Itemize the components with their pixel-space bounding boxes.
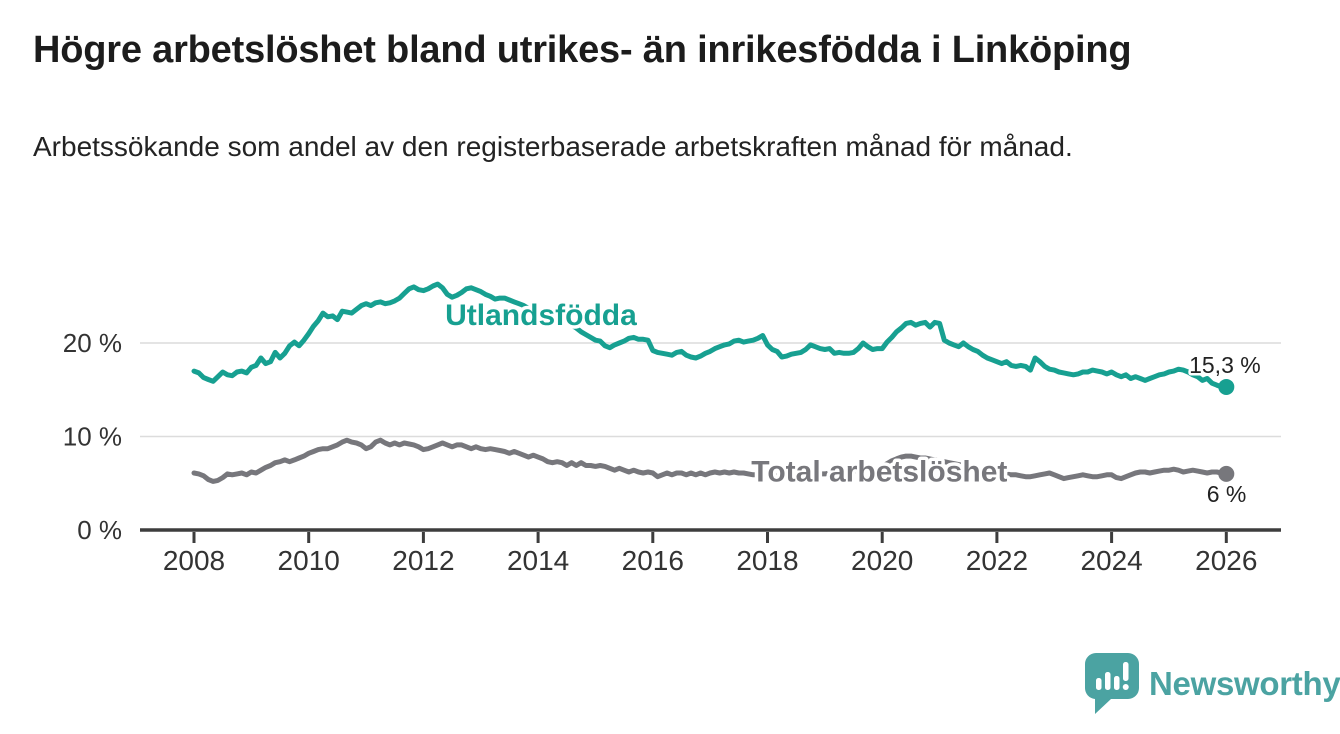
end-value-label-1: 6 % [1207, 481, 1247, 507]
exclamation-bar [1123, 662, 1129, 681]
x-tick-label-2026: 2026 [1195, 545, 1257, 576]
newsworthy-logo-icon [1085, 653, 1139, 714]
series-label-1: Total arbetslöshet [751, 455, 1007, 488]
newsworthy-branding: Newsworthy [1085, 653, 1340, 715]
end-value-label-0: 15,3 % [1189, 352, 1261, 378]
exclamation-dot [1122, 684, 1129, 690]
x-tick-label-2010: 2010 [278, 545, 340, 576]
bar-small [1096, 678, 1102, 690]
newsworthy-logo-text: Newsworthy [1149, 665, 1340, 702]
series-line-0 [191, 281, 1229, 390]
chart-subtitle: Arbetssökande som andel av den registerb… [33, 131, 1073, 162]
x-tick-label-2008: 2008 [163, 545, 225, 576]
series-line-1 [191, 437, 1229, 484]
series-end-dot-1 [1218, 465, 1235, 482]
bar-medium [1105, 672, 1111, 690]
x-tick-label-2014: 2014 [507, 545, 569, 576]
x-tick-label-2012: 2012 [392, 545, 454, 576]
series-end-dot-0 [1218, 378, 1235, 395]
bar-tall [1114, 676, 1120, 690]
x-tick-label-2024: 2024 [1080, 545, 1142, 576]
x-tick-label-2020: 2020 [851, 545, 913, 576]
chart-plot-area: 2008 2010 2012 2014 2016 2018 2020 2022 2024 2026… [63, 281, 1281, 576]
page-title: Högre arbetslöshet bland utrikes- än inr… [33, 29, 1132, 71]
speech-bubble-shape [1085, 653, 1139, 714]
x-tick-label-2016: 2016 [622, 545, 684, 576]
y-tick-label-0: 0 % [77, 515, 122, 545]
x-tick-label-2018: 2018 [736, 545, 798, 576]
x-tick-label-2022: 2022 [966, 545, 1028, 576]
series-label-0: Utlandsfödda [445, 299, 637, 332]
y-tick-label-20: 20 % [63, 328, 122, 358]
y-tick-label-10: 10 % [63, 422, 122, 452]
